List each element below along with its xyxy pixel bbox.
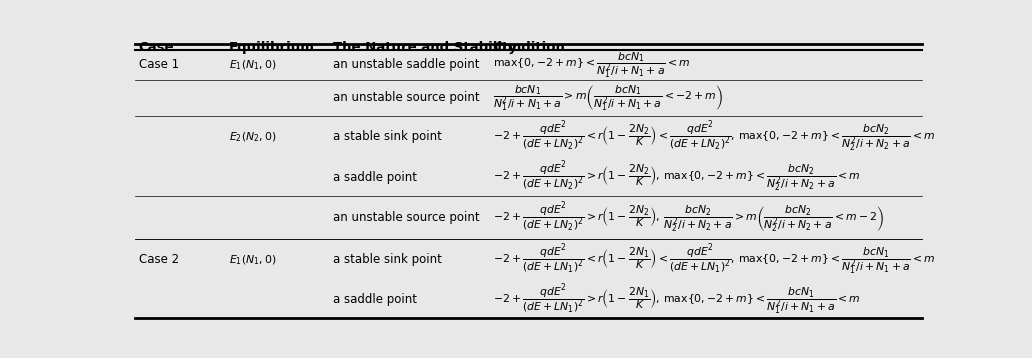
Text: Case: Case xyxy=(138,40,174,54)
Text: $-2+\dfrac{qdE^2}{(dE+LN_1)^2}<r\left(1-\dfrac{2N_1}{K}\right)<\dfrac{qdE^2}{(dE: $-2+\dfrac{qdE^2}{(dE+LN_1)^2}<r\left(1-… xyxy=(493,242,935,277)
Text: Equilibrium: Equilibrium xyxy=(229,40,315,54)
Text: an unstable source point: an unstable source point xyxy=(333,211,480,224)
Text: $-2+\dfrac{qdE^2}{(dE+LN_2)^2}>r\left(1-\dfrac{2N_2}{K}\right),\,\max\{0,{-2+m}\: $-2+\dfrac{qdE^2}{(dE+LN_2)^2}>r\left(1-… xyxy=(493,160,861,194)
Text: Case 2: Case 2 xyxy=(138,253,179,266)
Text: a saddle point: a saddle point xyxy=(333,171,417,184)
Text: a saddle point: a saddle point xyxy=(333,293,417,306)
Text: $E_1(N_1,0)$: $E_1(N_1,0)$ xyxy=(229,58,277,72)
Text: $-2+\dfrac{qdE^2}{(dE+LN_2)^2}>r\left(1-\dfrac{2N_2}{K}\right),\,\dfrac{bcN_2}{N: $-2+\dfrac{qdE^2}{(dE+LN_2)^2}>r\left(1-… xyxy=(493,200,884,235)
Text: $E_1(N_1,0)$: $E_1(N_1,0)$ xyxy=(229,253,277,267)
Text: Condition: Condition xyxy=(493,40,565,54)
Text: $\dfrac{bcN_1}{N_1^{2}/i+N_1+a}>m\left(\dfrac{bcN_1}{N_1^{2}/i+N_1+a}<{-2+m}\rig: $\dfrac{bcN_1}{N_1^{2}/i+N_1+a}>m\left(\… xyxy=(493,83,722,113)
Text: $-2+\dfrac{qdE^2}{(dE+LN_1)^2}>r\left(1-\dfrac{2N_1}{K}\right),\,\max\{0,{-2+m}\: $-2+\dfrac{qdE^2}{(dE+LN_1)^2}>r\left(1-… xyxy=(493,282,861,317)
Text: Case 1: Case 1 xyxy=(138,58,179,71)
Text: an unstable source point: an unstable source point xyxy=(333,91,480,104)
Text: $E_2(N_2,0)$: $E_2(N_2,0)$ xyxy=(229,130,277,144)
Text: an unstable saddle point: an unstable saddle point xyxy=(333,58,480,71)
Text: $\max\{0,{-2+m}\}<\dfrac{bcN_1}{N_1^{2}/i+N_1+a}<m$: $\max\{0,{-2+m}\}<\dfrac{bcN_1}{N_1^{2}/… xyxy=(493,50,690,80)
Text: a stable sink point: a stable sink point xyxy=(333,130,442,143)
Text: The Nature and Stability: The Nature and Stability xyxy=(333,40,517,54)
Text: a stable sink point: a stable sink point xyxy=(333,253,442,266)
Text: $-2+\dfrac{qdE^2}{(dE+LN_2)^2}<r\left(1-\dfrac{2N_2}{K}\right)<\dfrac{qdE^2}{(dE: $-2+\dfrac{qdE^2}{(dE+LN_2)^2}<r\left(1-… xyxy=(493,119,935,154)
